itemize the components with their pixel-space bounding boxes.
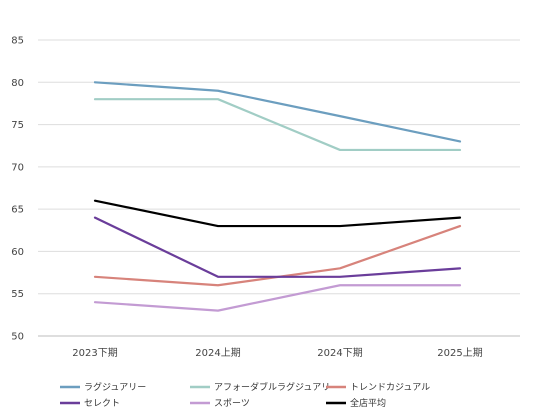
legend-label: ラグジュアリー (84, 381, 146, 393)
legend-label: トレンドカジュアル (350, 382, 430, 393)
legend-label: スポーツ (214, 398, 250, 409)
y-tick-label: 50 (11, 332, 24, 343)
y-tick-label: 65 (11, 205, 24, 216)
legend-item: スポーツ (190, 398, 250, 409)
legend-item: トレンドカジュアル (326, 382, 430, 393)
y-tick-label: 85 (11, 36, 24, 47)
x-tick-label: 2025上期 (437, 347, 482, 359)
y-tick-label: 60 (11, 247, 24, 258)
y-tick-label: 70 (11, 162, 24, 173)
legend-item: ラグジュアリー (60, 381, 146, 393)
series-layer (93, 81, 462, 312)
series-line-1 (93, 98, 462, 152)
legend-item: セレクト (60, 398, 120, 409)
series-line-3 (93, 216, 462, 278)
x-tick-label: 2023下期 (72, 347, 117, 359)
y-tick-label: 80 (11, 78, 24, 89)
series-line-5 (93, 199, 462, 228)
legend-label: セレクト (84, 398, 120, 409)
legend-label: 全店平均 (350, 397, 386, 409)
x-tick-label: 2024上期 (195, 347, 240, 359)
axis-layer: 50 55 60 65 70 75 80 85 2023下期 2024上期 2024下期 2025上期 (11, 36, 482, 360)
series-line-0 (93, 81, 462, 143)
y-tick-label: 55 (11, 289, 24, 300)
legend-item: 全店平均 (326, 397, 386, 409)
y-tick-label: 75 (11, 120, 24, 131)
legend-label: アフォーダブルラグジュアリー (214, 381, 339, 393)
series-line-4 (93, 284, 462, 312)
x-tick-label: 2024下期 (317, 347, 362, 359)
legend-item: アフォーダブルラグジュアリー (190, 381, 339, 393)
